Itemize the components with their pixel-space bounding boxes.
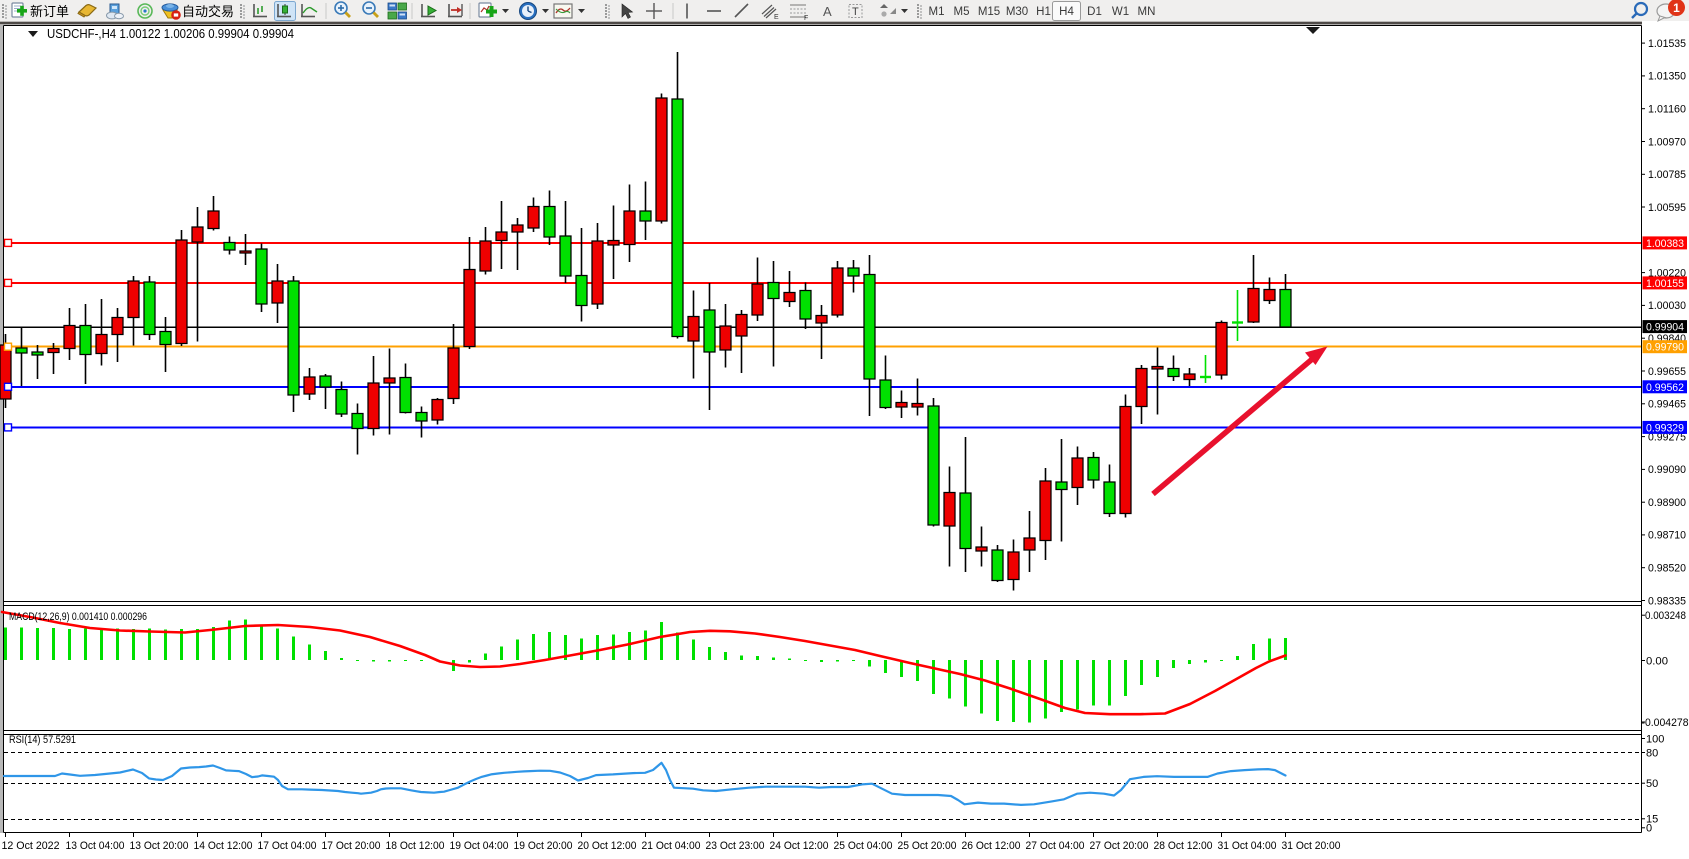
svg-text:新订单: 新订单 bbox=[30, 4, 69, 19]
svg-text:A: A bbox=[823, 4, 832, 19]
svg-text:E: E bbox=[774, 14, 779, 21]
svg-text:1.01535: 1.01535 bbox=[1648, 38, 1686, 50]
svg-text:100: 100 bbox=[1646, 733, 1664, 745]
svg-text:H1: H1 bbox=[1036, 6, 1051, 18]
svg-text:80: 80 bbox=[1646, 747, 1658, 759]
svg-text:MN: MN bbox=[1138, 6, 1156, 18]
svg-text:0.99329: 0.99329 bbox=[1646, 422, 1684, 434]
svg-text:23 Oct 23:00: 23 Oct 23:00 bbox=[706, 840, 765, 852]
svg-text:50: 50 bbox=[1646, 778, 1658, 790]
svg-text:1.00970: 1.00970 bbox=[1648, 136, 1686, 148]
svg-text:USDCHF-,H4 1.00122 1.00206 0.: USDCHF-,H4 1.00122 1.00206 0.99904 0.999… bbox=[47, 27, 294, 41]
svg-text:1.01160: 1.01160 bbox=[1648, 104, 1686, 116]
svg-text:1.00383: 1.00383 bbox=[1646, 238, 1684, 250]
svg-text:D1: D1 bbox=[1087, 6, 1102, 18]
svg-text:18 Oct 12:00: 18 Oct 12:00 bbox=[386, 840, 445, 852]
svg-text:1.00155: 1.00155 bbox=[1646, 278, 1684, 290]
svg-text:1.01350: 1.01350 bbox=[1648, 71, 1686, 83]
svg-text:W1: W1 bbox=[1112, 6, 1129, 18]
svg-text:27 Oct 04:00: 27 Oct 04:00 bbox=[1026, 840, 1085, 852]
svg-text:31 Oct 04:00: 31 Oct 04:00 bbox=[1218, 840, 1277, 852]
svg-text:17 Oct 20:00: 17 Oct 20:00 bbox=[322, 840, 381, 852]
svg-text:12 Oct 2022: 12 Oct 2022 bbox=[2, 840, 60, 852]
svg-text:0.99904: 0.99904 bbox=[1646, 322, 1684, 334]
svg-text:0.99465: 0.99465 bbox=[1648, 399, 1686, 411]
svg-text:0.99090: 0.99090 bbox=[1648, 464, 1686, 476]
svg-text:25 Oct 04:00: 25 Oct 04:00 bbox=[834, 840, 893, 852]
svg-text:H4: H4 bbox=[1059, 6, 1074, 18]
svg-text:25 Oct 20:00: 25 Oct 20:00 bbox=[898, 840, 957, 852]
svg-text:M5: M5 bbox=[954, 6, 970, 18]
svg-text:13 Oct 20:00: 13 Oct 20:00 bbox=[130, 840, 189, 852]
svg-text:0.99275: 0.99275 bbox=[1648, 431, 1686, 443]
svg-text:MACD(12,26,9) 0.001410 0.00029: MACD(12,26,9) 0.001410 0.000296 bbox=[9, 611, 147, 623]
svg-text:0.98710: 0.98710 bbox=[1648, 530, 1686, 542]
svg-text:0.003248: 0.003248 bbox=[1645, 610, 1686, 622]
svg-text:自动交易: 自动交易 bbox=[182, 4, 234, 19]
svg-text:27 Oct 20:00: 27 Oct 20:00 bbox=[1090, 840, 1149, 852]
svg-text:21 Oct 04:00: 21 Oct 04:00 bbox=[642, 840, 701, 852]
svg-text:1.00030: 1.00030 bbox=[1648, 300, 1686, 312]
svg-text:26 Oct 12:00: 26 Oct 12:00 bbox=[962, 840, 1021, 852]
svg-text:M15: M15 bbox=[978, 6, 1000, 18]
svg-text:0.99655: 0.99655 bbox=[1648, 366, 1686, 378]
svg-text:M1: M1 bbox=[929, 6, 945, 18]
svg-text:0.98335: 0.98335 bbox=[1648, 595, 1686, 607]
svg-text:19 Oct 20:00: 19 Oct 20:00 bbox=[514, 840, 573, 852]
svg-text:0.99562: 0.99562 bbox=[1646, 382, 1684, 394]
svg-text:31 Oct 20:00: 31 Oct 20:00 bbox=[1282, 840, 1341, 852]
svg-text:0.99790: 0.99790 bbox=[1646, 342, 1684, 354]
svg-text:1.00785: 1.00785 bbox=[1648, 169, 1686, 181]
svg-text:T: T bbox=[852, 6, 859, 18]
svg-text:19 Oct 04:00: 19 Oct 04:00 bbox=[450, 840, 509, 852]
svg-text:-0.004278: -0.004278 bbox=[1642, 717, 1689, 729]
svg-text:1: 1 bbox=[1673, 1, 1680, 15]
svg-text:M30: M30 bbox=[1006, 6, 1028, 18]
svg-text:0.98900: 0.98900 bbox=[1648, 497, 1686, 509]
svg-text:0.00: 0.00 bbox=[1646, 655, 1668, 667]
svg-text:F: F bbox=[804, 15, 808, 22]
svg-text:1.00595: 1.00595 bbox=[1648, 202, 1686, 214]
svg-text:14 Oct 12:00: 14 Oct 12:00 bbox=[194, 840, 253, 852]
svg-text:15: 15 bbox=[1646, 814, 1658, 826]
svg-text:28 Oct 12:00: 28 Oct 12:00 bbox=[1154, 840, 1213, 852]
svg-text:24 Oct 12:00: 24 Oct 12:00 bbox=[770, 840, 829, 852]
svg-text:0: 0 bbox=[1646, 823, 1652, 835]
svg-text:13 Oct 04:00: 13 Oct 04:00 bbox=[66, 840, 125, 852]
svg-text:17 Oct 04:00: 17 Oct 04:00 bbox=[258, 840, 317, 852]
svg-text:RSI(14) 57.5291: RSI(14) 57.5291 bbox=[9, 734, 76, 746]
svg-text:20 Oct 12:00: 20 Oct 12:00 bbox=[578, 840, 637, 852]
svg-text:0.98520: 0.98520 bbox=[1648, 563, 1686, 575]
